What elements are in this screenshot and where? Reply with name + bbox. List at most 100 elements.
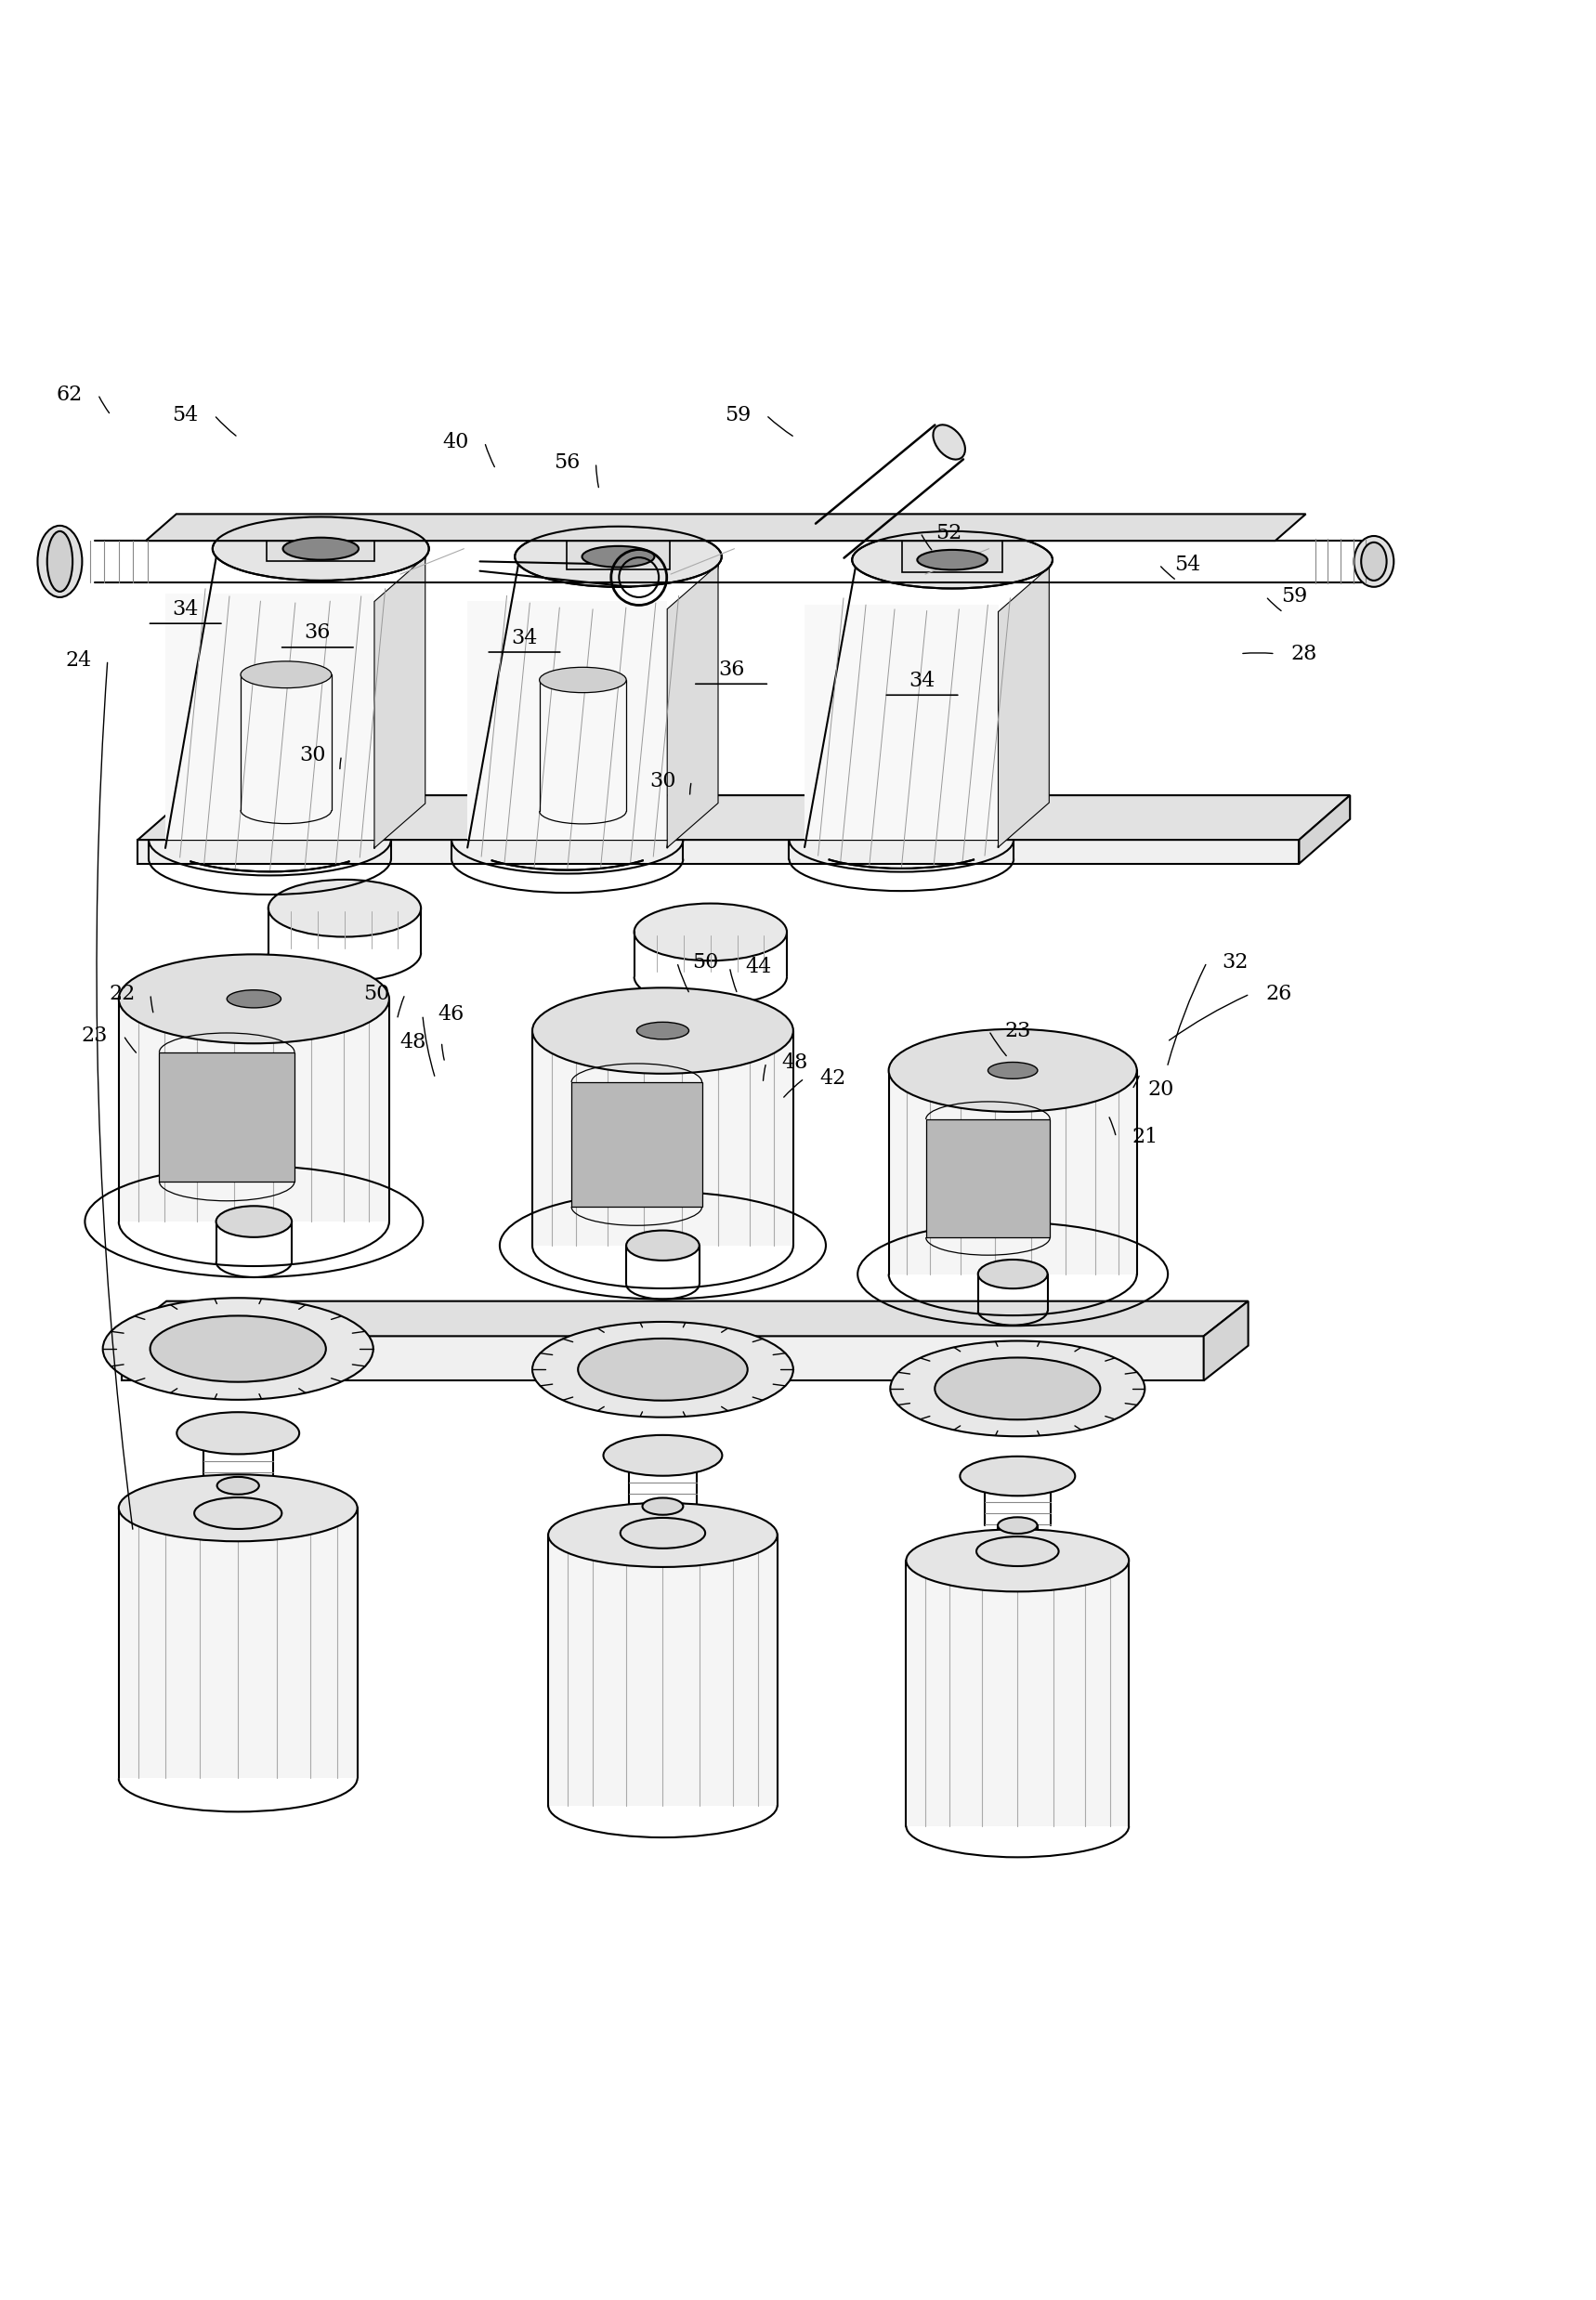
Text: 42: 42 [820,1067,846,1088]
Ellipse shape [150,1316,326,1382]
Polygon shape [998,568,1049,846]
Ellipse shape [1353,536,1393,586]
Ellipse shape [533,1322,793,1417]
Polygon shape [121,1336,1203,1380]
Ellipse shape [241,662,332,688]
Ellipse shape [977,1536,1058,1566]
Text: 44: 44 [745,957,771,977]
Polygon shape [902,536,1002,573]
Ellipse shape [626,1230,699,1260]
Text: 59: 59 [1282,586,1307,607]
Ellipse shape [38,527,81,598]
Text: 32: 32 [1223,952,1248,973]
Ellipse shape [583,545,654,568]
Ellipse shape [643,1527,683,1546]
Ellipse shape [889,1028,1136,1111]
Polygon shape [160,1053,295,1182]
Polygon shape [137,840,1299,865]
Ellipse shape [282,538,359,559]
Polygon shape [267,524,375,561]
Text: 34: 34 [172,598,200,619]
Polygon shape [375,557,425,849]
Ellipse shape [195,1497,282,1530]
Text: 21: 21 [1132,1127,1159,1148]
Ellipse shape [998,1518,1037,1534]
Text: 28: 28 [1291,644,1317,665]
Text: 50: 50 [364,984,389,1005]
Ellipse shape [592,1502,734,1543]
Polygon shape [907,1559,1128,1826]
Ellipse shape [118,1474,358,1541]
Ellipse shape [539,667,626,692]
Text: 23: 23 [1004,1021,1031,1042]
Ellipse shape [978,1260,1047,1288]
Ellipse shape [988,1063,1037,1079]
Ellipse shape [217,1506,259,1525]
Polygon shape [804,605,998,839]
Ellipse shape [578,1339,747,1401]
Text: 26: 26 [1266,984,1291,1005]
Ellipse shape [1361,543,1387,580]
Polygon shape [549,1534,777,1806]
Polygon shape [118,998,389,1221]
Text: 48: 48 [401,1033,426,1051]
Text: 48: 48 [782,1053,808,1072]
Polygon shape [667,564,718,849]
Text: 59: 59 [725,405,750,425]
Ellipse shape [164,1488,311,1530]
Ellipse shape [948,1541,1087,1580]
Text: 34: 34 [511,628,538,649]
Text: 36: 36 [718,660,744,681]
Text: 22: 22 [109,984,136,1005]
Text: 40: 40 [442,432,469,453]
Text: 56: 56 [554,453,581,474]
Text: 62: 62 [56,384,83,405]
Polygon shape [533,1030,793,1244]
Ellipse shape [637,1021,689,1040]
Ellipse shape [935,1357,1100,1419]
Polygon shape [889,1070,1136,1274]
Ellipse shape [948,1530,1087,1569]
Polygon shape [137,796,1350,840]
Text: 50: 50 [693,952,718,973]
Ellipse shape [164,1474,311,1516]
Text: 36: 36 [305,623,330,644]
Text: 46: 46 [437,1005,464,1026]
Polygon shape [1203,1302,1248,1380]
Polygon shape [1299,796,1350,865]
Ellipse shape [907,1530,1128,1592]
Text: 30: 30 [300,745,326,766]
Ellipse shape [516,527,721,586]
Text: 52: 52 [935,522,962,543]
Text: 54: 54 [1175,554,1200,575]
Polygon shape [926,1120,1050,1237]
Text: 30: 30 [650,770,677,791]
Ellipse shape [918,550,988,570]
Ellipse shape [643,1497,683,1516]
Ellipse shape [852,531,1052,589]
Polygon shape [468,600,667,840]
Ellipse shape [934,426,966,460]
Polygon shape [145,513,1306,540]
Ellipse shape [48,531,72,591]
Ellipse shape [102,1297,373,1401]
Ellipse shape [212,518,429,580]
Ellipse shape [215,1205,292,1237]
Ellipse shape [533,987,793,1074]
Ellipse shape [227,989,281,1007]
Ellipse shape [268,879,421,936]
Ellipse shape [998,1546,1037,1562]
Text: 23: 23 [81,1026,109,1046]
Polygon shape [571,1083,702,1208]
Ellipse shape [549,1502,777,1566]
Text: 54: 54 [172,405,198,425]
Ellipse shape [177,1412,300,1454]
Polygon shape [166,593,375,840]
Ellipse shape [634,904,787,961]
Ellipse shape [891,1341,1144,1435]
Text: 24: 24 [65,651,93,669]
Polygon shape [121,1302,1248,1336]
Ellipse shape [217,1477,259,1495]
Ellipse shape [118,954,389,1044]
Text: 34: 34 [908,672,935,690]
